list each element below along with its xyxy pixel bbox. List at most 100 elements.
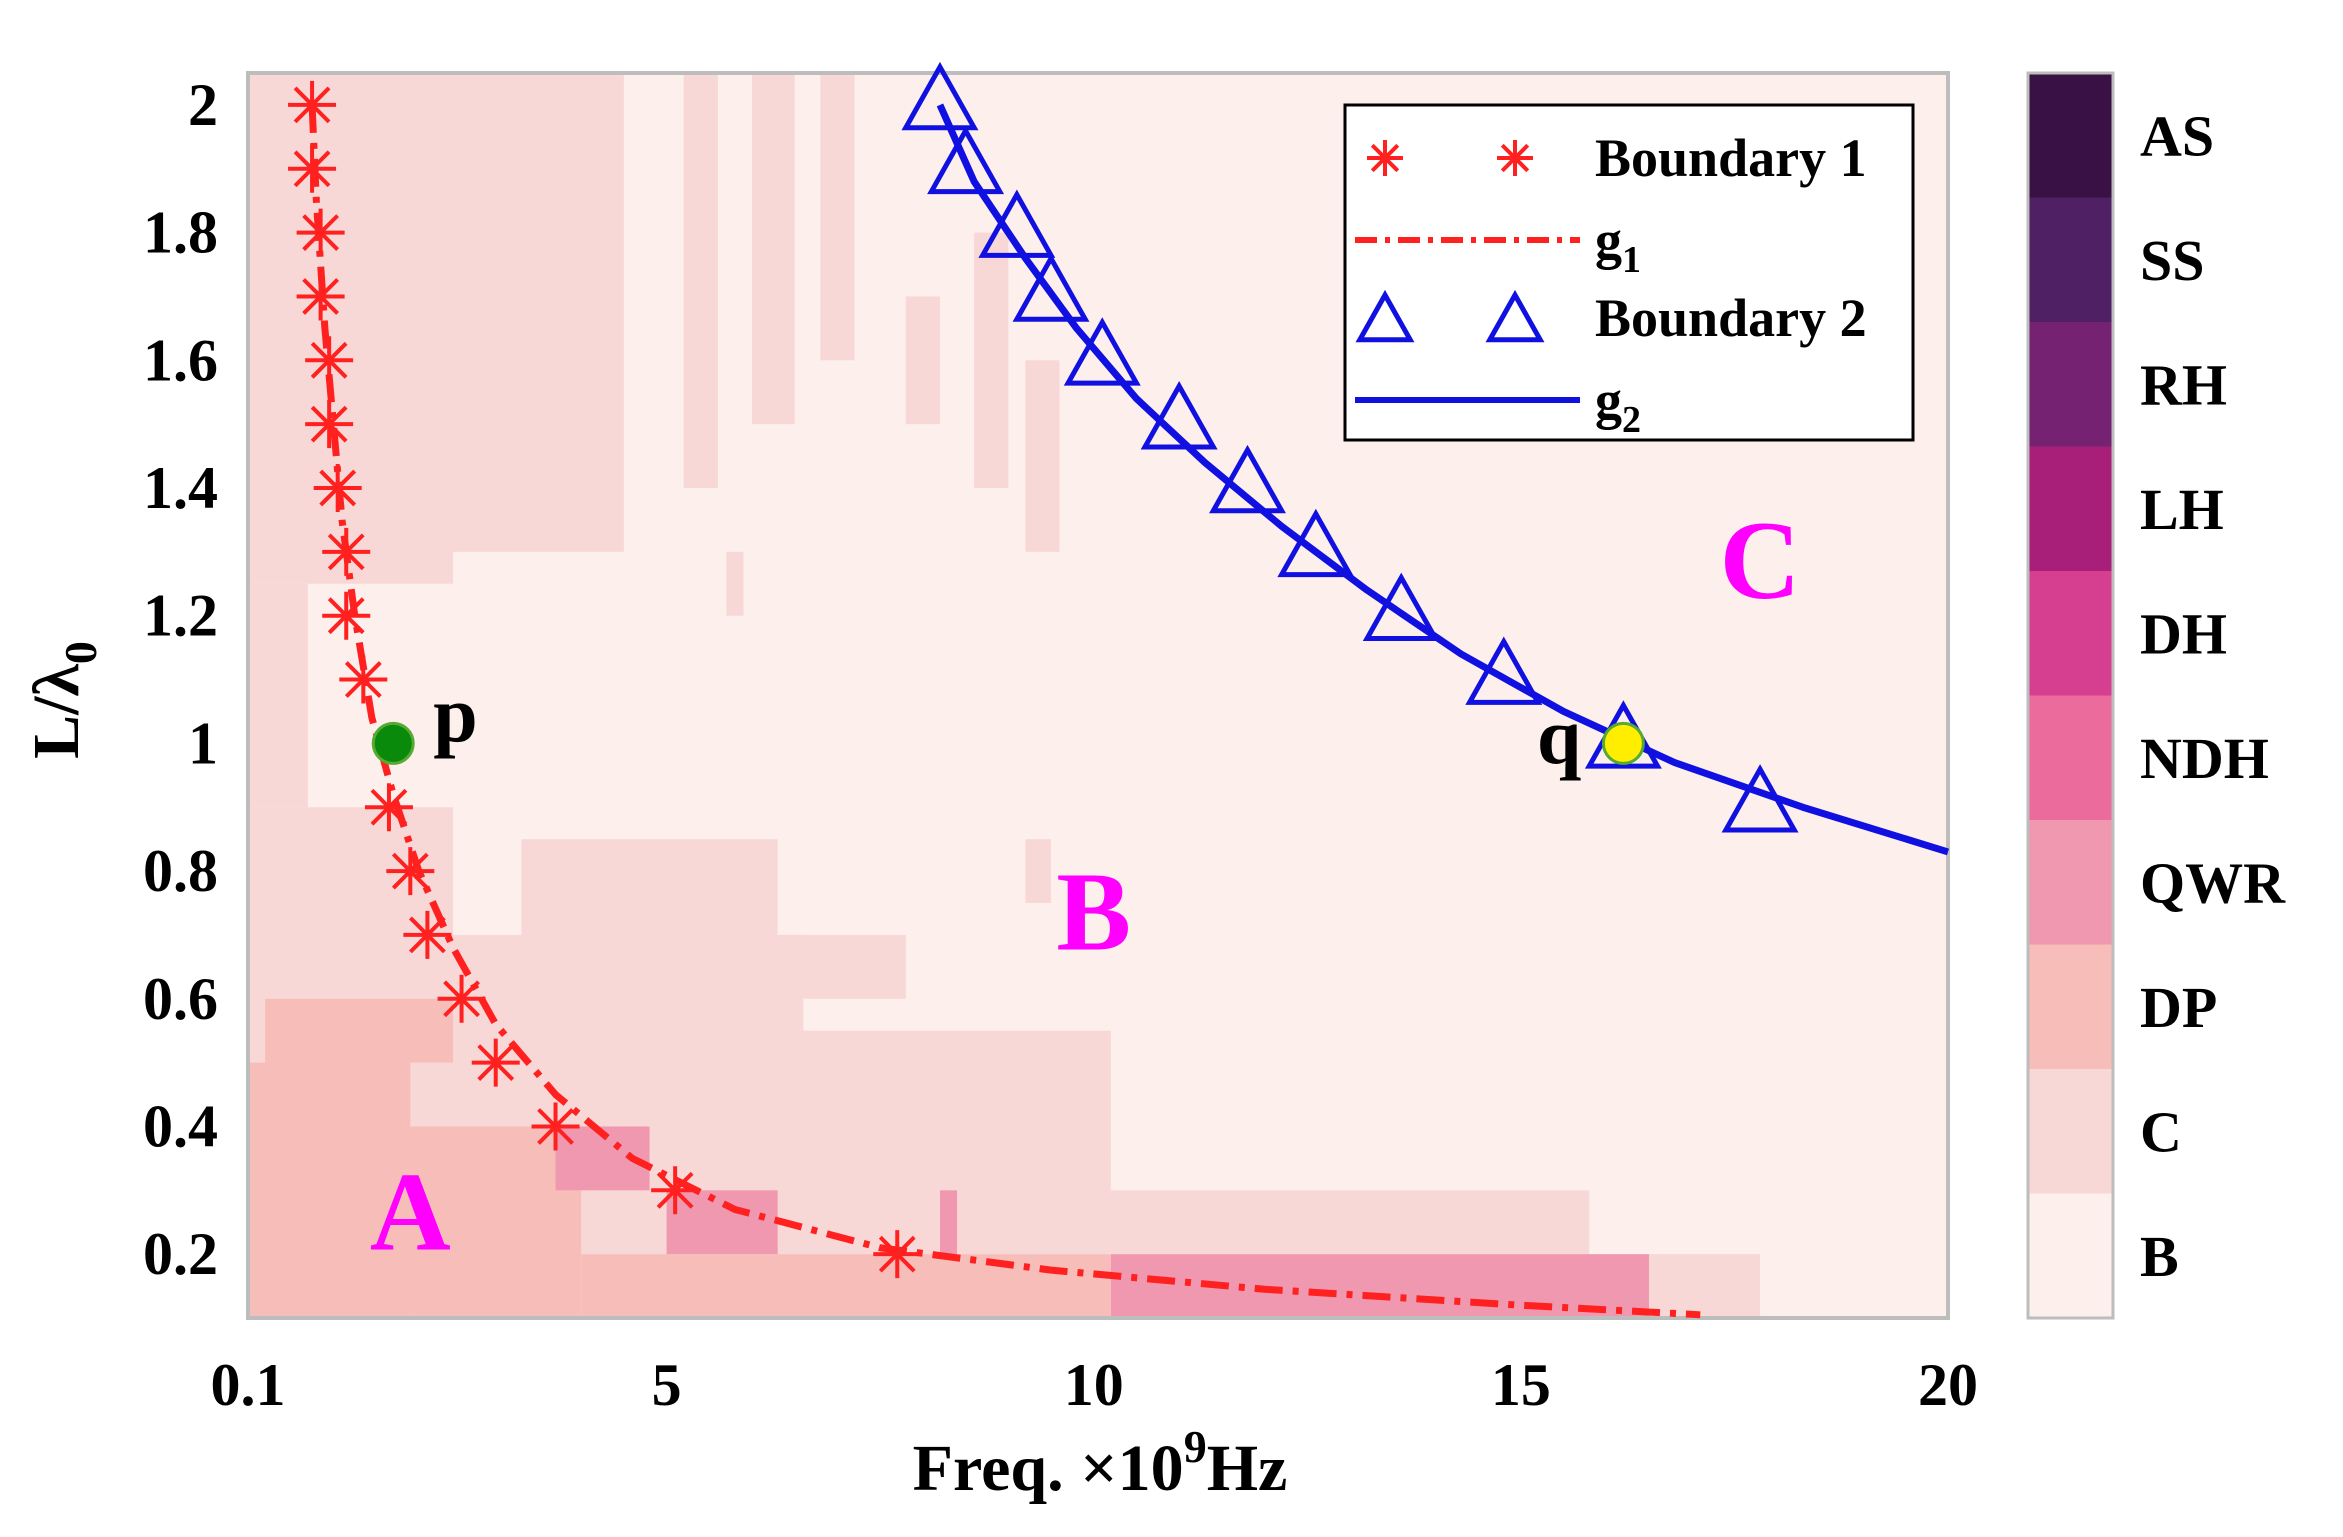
legend-label: Boundary 2 [1595,288,1867,348]
boundary-1-marker [471,1038,520,1087]
x-tick-label: 10 [1064,1352,1124,1418]
region-label-b: B [1056,850,1131,974]
heatmap-cell-c [1110,1190,1590,1255]
point-q [1601,721,1645,765]
boundary-1-marker [339,655,388,704]
boundary-2-marker [901,61,979,131]
colorbar-swatch-rh [2028,322,2113,447]
boundary-2-marker [978,189,1056,258]
legend-label: g1 [1595,210,1641,281]
colorbar-label-as: AS [2140,103,2214,168]
colorbar-label-c: C [2140,1099,2182,1164]
colorbar-label-dh: DH [2140,601,2227,666]
legend-boundary-1-marker [1497,140,1533,176]
point-label-q: q [1537,693,1582,781]
boundary-1-marker [305,336,354,385]
plot-frame [246,71,1950,1320]
colorbar-swatch-ndh [2028,695,2113,821]
colorbar-swatch-lh [2028,446,2113,572]
y-tick-label: 0.2 [143,1221,218,1287]
boundary-2-marker [1012,253,1090,322]
heatmap-cell-c [521,839,778,935]
x-tick-label: 20 [1918,1352,1978,1418]
boundary-2-marker [1721,764,1799,833]
boundary-1-marker [437,974,486,1023]
heatmap-cell-c [905,296,940,425]
boundary-1-marker [322,527,371,576]
y-tick-label: 0.6 [143,966,218,1032]
heatmap-cell-c [248,583,308,808]
y-tick-label: 1.6 [143,327,218,393]
y-tick-label: 1 [188,710,218,776]
y-tick-label: 0.8 [143,838,218,904]
heatmap-cell-c [649,1030,1111,1159]
boundary-2-marker [1465,636,1543,705]
heatmap-cell-c [1025,839,1052,903]
x-tick-label: 5 [652,1352,682,1418]
colorbar-label-ndh: NDH [2140,726,2269,791]
heatmap-cell-dp [581,1254,1111,1318]
y-tick-label: 1.8 [143,200,218,266]
boundary-1-marker [322,591,371,640]
boundary-2-marker [1362,572,1440,641]
boundary-1-marker [403,910,452,959]
heatmap-cell-c [546,934,804,1031]
boundary-1-marker [364,783,413,832]
colorbar-label-lh: LH [2140,477,2224,542]
series-line-g1 [308,104,1701,1319]
region-label-a: A [370,1150,451,1274]
heatmap-cell-c [726,551,744,616]
boundary-1-marker [873,1230,922,1279]
colorbar-frame [2026,71,2115,1320]
heatmap-cell-qwr [939,1190,958,1255]
boundary-1-marker [651,1166,700,1215]
y-tick-label: 1.2 [143,583,218,649]
y-tick-label: 0.4 [143,1093,218,1159]
colorbar-label-qwr: QWR [2140,850,2286,915]
heatmap-cell-c [248,73,454,584]
legend-boundary-2-marker [1355,289,1415,343]
legend-label: g2 [1595,370,1641,441]
boundary-1-marker [296,208,345,257]
colorbar-swatch-qwr [2028,820,2113,945]
point-label-p: p [433,671,478,759]
boundary-1-marker [288,144,337,193]
y-axis-label: L/λ0 [20,641,106,759]
heatmap-cell-c [974,232,1009,488]
boundary-1-marker [313,464,362,512]
boundary-2-marker [1209,444,1286,514]
heatmap-cell-dp [410,1126,582,1318]
heatmap-cell-c [1025,360,1060,552]
y-tick-label: 2 [188,72,218,138]
legend-box [1343,103,1915,442]
legend-boundary-1-marker [1367,140,1403,176]
colorbar-label-dp: DP [2140,975,2217,1040]
colorbar-label-b: B [2140,1224,2179,1289]
colorbar-swatch-as [2028,73,2113,198]
legend-label: Boundary 1 [1595,128,1867,188]
boundary-1-marker [386,847,435,896]
colorbar-swatch-c [2028,1069,2113,1194]
x-tick-label: 0.1 [211,1352,286,1418]
heatmap-cell-c [683,73,718,488]
boundary-1-marker [305,400,354,449]
heatmap-cell-c [777,934,906,999]
boundary-2-marker [1140,381,1218,450]
colorbar-label-ss: SS [2140,228,2205,293]
series-line-g2 [936,103,1950,856]
heatmap-cell-c [453,73,624,552]
boundary-2-marker [927,125,1005,195]
boundary-1-marker [531,1102,580,1151]
y-tick-label: 1.4 [143,455,218,521]
colorbar-label-rh: RH [2140,352,2227,417]
boundary-2-marker [1063,317,1141,386]
legend-boundary-2-marker [1485,289,1545,343]
heatmap-cell-dp [248,1062,411,1318]
heatmap-cell-qwr [1110,1254,1650,1318]
heatmap-cell-c [1649,1254,1761,1318]
x-tick-label: 15 [1491,1352,1551,1418]
heatmap-cell-dp [265,998,454,1063]
colorbar-swatch-dp [2028,944,2113,1070]
